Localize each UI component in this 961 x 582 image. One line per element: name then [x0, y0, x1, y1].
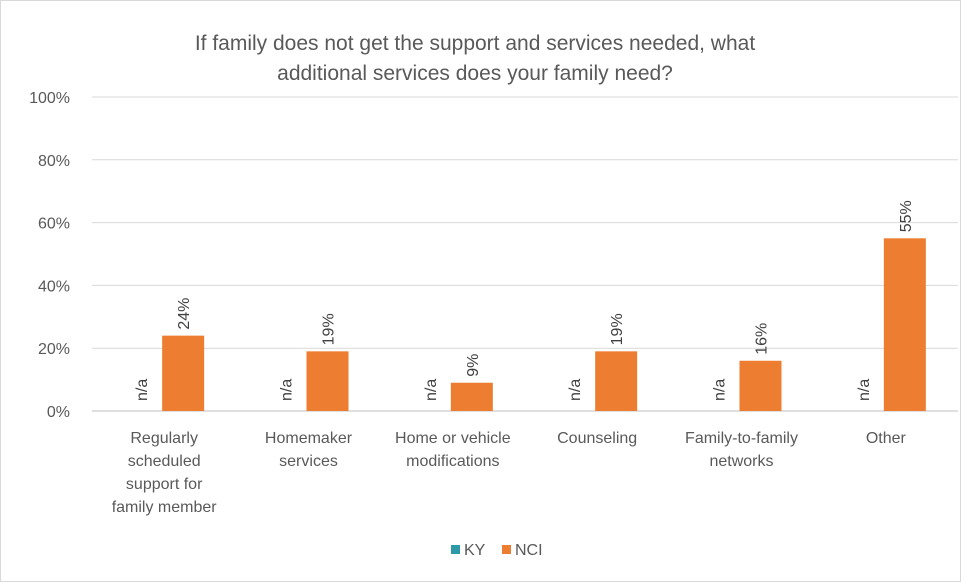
ky-data-label: n/a — [712, 379, 729, 401]
legend-label-nci: NCI — [515, 542, 543, 559]
y-tick-label: 60% — [38, 216, 70, 233]
bars — [162, 238, 926, 411]
category-label: Regularly — [130, 430, 198, 447]
y-tick-label: 100% — [29, 90, 70, 107]
category-label: Home or vehicle — [395, 430, 511, 447]
category-label: Homemaker — [265, 430, 353, 447]
nci-bar — [450, 382, 493, 411]
category-label: services — [279, 453, 338, 470]
ky-data-label: n/a — [423, 379, 440, 401]
ky-data-label: n/a — [856, 379, 873, 401]
gridlines — [92, 96, 958, 412]
data-labels: n/a 24% n/a 19% n/a 9% n/a 19% n/a 16% n/a 55% — [134, 200, 915, 401]
nci-bar — [739, 360, 782, 411]
nci-data-label: 9% — [465, 354, 482, 377]
y-tick-label: 20% — [38, 341, 70, 358]
ky-data-label: n/a — [567, 379, 584, 401]
nci-bar — [883, 238, 926, 411]
nci-data-label: 24% — [176, 298, 193, 330]
x-axis-categories: Regularly scheduled support for family memb… — [112, 430, 907, 516]
ky-data-label: n/a — [134, 379, 151, 401]
chart-title: If family does not get the support and s… — [195, 32, 756, 85]
y-tick-label: 0% — [47, 404, 70, 421]
y-tick-label: 80% — [38, 153, 70, 170]
category-label: Other — [866, 430, 907, 447]
y-tick-label: 40% — [38, 278, 70, 295]
category-label: Counseling — [557, 430, 637, 447]
legend-swatch-ky — [451, 545, 460, 554]
nci-bar — [162, 335, 205, 411]
chart-title-line: additional services does your family nee… — [277, 62, 673, 85]
legend-swatch-nci — [502, 545, 511, 554]
legend-label-ky: KY — [464, 542, 486, 559]
legend: KY NCI — [451, 542, 543, 559]
nci-data-label: 55% — [898, 200, 915, 232]
category-label: networks — [709, 453, 773, 470]
category-label: family member — [112, 499, 218, 516]
nci-bar — [595, 351, 638, 411]
category-label: modifications — [406, 453, 499, 470]
nci-bar — [306, 351, 349, 411]
nci-data-label: 16% — [754, 323, 771, 355]
nci-data-label: 19% — [609, 313, 626, 345]
y-axis-ticks: 0% 20% 40% 60% 80% 100% — [29, 90, 70, 421]
category-label: Family-to-family — [685, 430, 798, 447]
category-label: support for — [126, 476, 203, 493]
chart-title-line: If family does not get the support and s… — [195, 32, 756, 55]
category-label: scheduled — [128, 453, 201, 470]
nci-data-label: 19% — [321, 313, 338, 345]
ky-data-label: n/a — [279, 379, 296, 401]
